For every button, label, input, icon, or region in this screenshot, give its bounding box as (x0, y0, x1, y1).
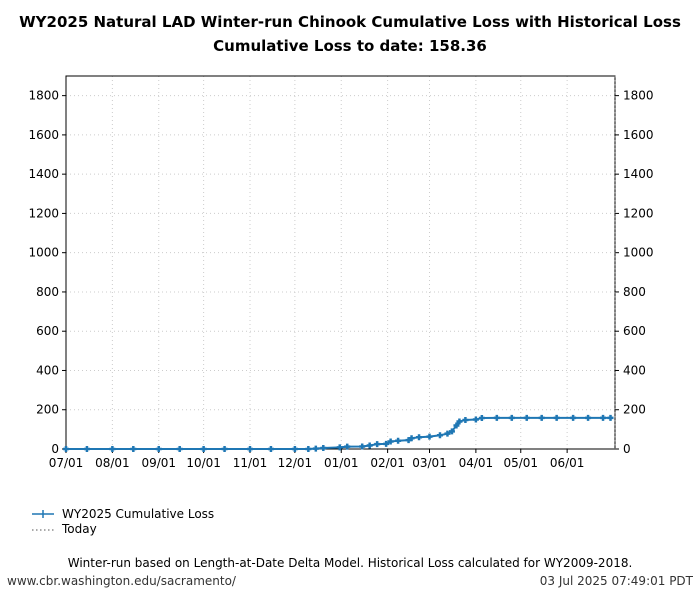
y-tick-label-left: 200 (36, 403, 59, 417)
y-tick-label-right: 400 (623, 363, 646, 377)
x-tick-label: 01/01 (324, 456, 359, 470)
series-marker (305, 446, 312, 452)
series-marker (553, 414, 560, 421)
series-marker (320, 445, 327, 452)
series-marker (462, 416, 469, 423)
series-marker (585, 414, 592, 421)
series-marker (607, 414, 614, 421)
series-line (66, 416, 611, 450)
series-marker (478, 414, 485, 421)
y-tick-label-right: 200 (623, 403, 646, 417)
x-tick-label: 11/01 (233, 456, 268, 470)
series-marker (291, 446, 298, 452)
x-tick-label: 08/01 (95, 456, 130, 470)
series-marker (426, 433, 433, 440)
x-tick-label: 04/01 (459, 456, 494, 470)
series-marker (246, 446, 253, 452)
x-tick-label: 07/01 (49, 456, 84, 470)
series-marker (336, 444, 343, 451)
y-tick-label-left: 1200 (28, 206, 59, 220)
series-marker (387, 438, 394, 445)
series-marker (63, 446, 69, 452)
series-marker (600, 414, 607, 421)
y-tick-label-left: 1800 (28, 89, 59, 103)
series-marker (200, 446, 207, 452)
series-marker (312, 445, 319, 452)
y-tick-label-right: 800 (623, 285, 646, 299)
x-tick-label: 06/01 (550, 456, 585, 470)
x-tick-label: 12/01 (278, 456, 313, 470)
series-marker (570, 414, 577, 421)
series-marker (493, 414, 500, 421)
footer-note: Winter-run based on Length-at-Date Delta… (67, 556, 633, 570)
y-tick-label-left: 0 (51, 442, 59, 456)
series-marker (453, 422, 460, 429)
x-tick-label: 09/01 (141, 456, 176, 470)
x-tick-label: 03/01 (412, 456, 447, 470)
chart-subtitle: Cumulative Loss to date: 158.36 (213, 37, 487, 55)
y-tick-label-right: 0 (623, 442, 631, 456)
y-tick-label-left: 800 (36, 285, 59, 299)
footer-timestamp: 03 Jul 2025 07:49:01 PDT (539, 574, 693, 588)
y-tick-label-left: 1400 (28, 167, 59, 181)
y-tick-label-left: 600 (36, 324, 59, 338)
series-marker (221, 446, 228, 452)
y-tick-label-right: 1600 (623, 128, 654, 142)
series-marker (538, 414, 545, 421)
series-marker (374, 441, 381, 448)
y-tick-label-left: 400 (36, 363, 59, 377)
y-tick-label-right: 1800 (623, 89, 654, 103)
x-tick-label: 02/01 (370, 456, 405, 470)
x-tick-label: 10/01 (186, 456, 221, 470)
y-tick-label-right: 600 (623, 324, 646, 338)
series-marker (344, 443, 351, 450)
x-tick-label: 05/01 (503, 456, 538, 470)
series-marker (444, 430, 451, 437)
series-marker (523, 414, 530, 421)
y-tick-label-right: 1400 (623, 167, 654, 181)
y-tick-label-right: 1200 (623, 206, 654, 220)
legend-series: WY2025 Cumulative Loss (62, 507, 215, 521)
y-tick-label-left: 1600 (28, 128, 59, 142)
series-marker (416, 434, 423, 441)
series-marker (267, 446, 274, 452)
series-marker (456, 418, 463, 425)
legend-today: Today (62, 522, 97, 536)
series-marker (383, 440, 390, 447)
series-marker (155, 446, 162, 452)
series-marker (366, 442, 373, 449)
plot-frame (65, 75, 616, 450)
y-tick-label-right: 1000 (623, 246, 654, 260)
series-marker (176, 446, 183, 452)
series-marker (395, 437, 402, 444)
chart-title: WY2025 Natural LAD Winter-run Chinook Cu… (19, 13, 681, 31)
footer-url[interactable]: www.cbr.washington.edu/sacramento/ (7, 574, 236, 588)
series-marker (83, 446, 90, 452)
series-marker (359, 443, 366, 450)
y-tick-label-left: 1000 (28, 246, 59, 260)
series-marker (130, 446, 137, 452)
series-marker (472, 416, 479, 423)
series-marker (448, 428, 455, 435)
series-marker (408, 435, 415, 442)
series-marker (436, 432, 443, 439)
legend-swatches (32, 510, 54, 531)
series-marker (508, 414, 515, 421)
series-marker (109, 446, 116, 452)
